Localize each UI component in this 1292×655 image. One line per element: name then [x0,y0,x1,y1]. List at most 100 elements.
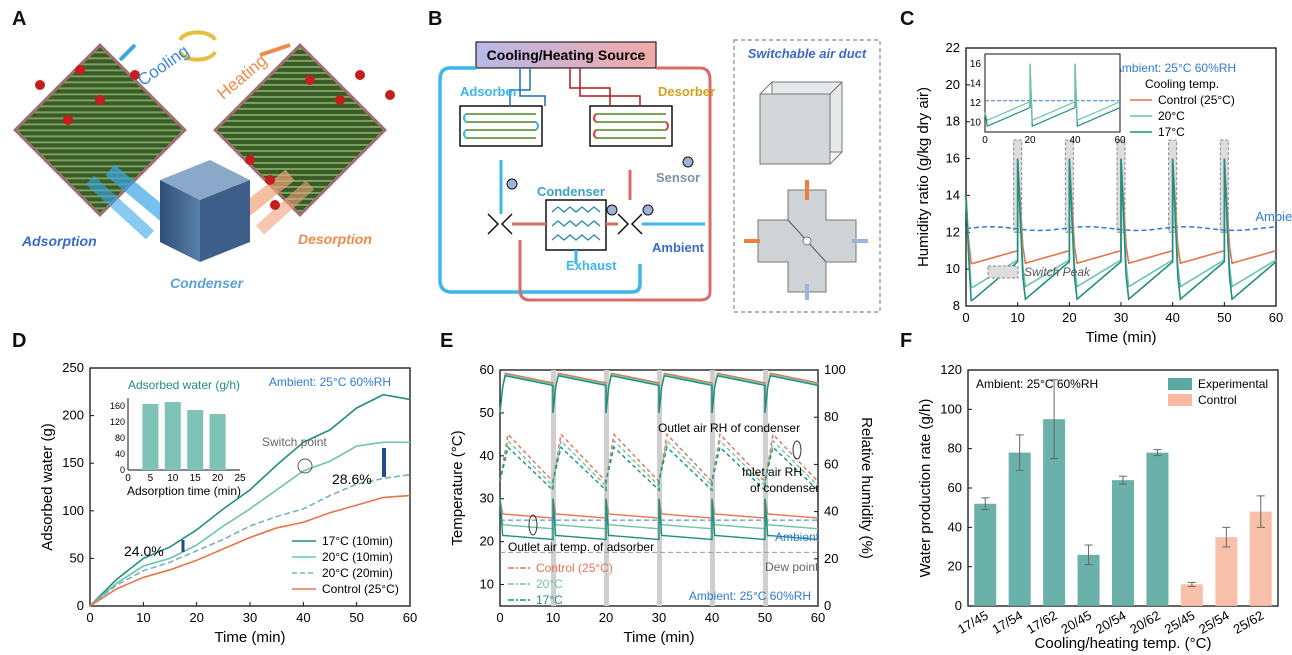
y-axis-label: Adsorbed water (g) [39,423,56,551]
y-tick-label: 30 [480,491,494,506]
y-tick-label: 20 [946,77,960,92]
y-tick-label: 250 [62,360,84,375]
inset-x-tick-label: 15 [190,473,202,484]
inset-x-tick-label: 10 [167,473,179,484]
panel-letter-c: C [900,8,915,30]
bar [1043,419,1066,606]
switch-band [763,370,768,606]
desorption-label: Desorption [298,231,372,247]
panel-letter-a: A [12,8,27,30]
ambient-label: Ambient [652,240,705,255]
inset-y-tick-label: 12 [970,98,982,109]
ambient-condition-text: Ambient: 25°C 60%RH [1114,61,1236,75]
condenser-cube-icon [160,160,250,262]
legend-entry: Control [1198,393,1237,407]
airflow-arrow-icon [85,175,155,240]
inset-x-tick-label: 25 [234,473,246,484]
legend-title: Cooling temp. [1145,77,1219,91]
x-axis-label: Time (min) [214,629,285,646]
x-tick-label: 0 [86,610,93,625]
y-tick-label: 50 [480,405,494,420]
switch-peak-legend-label: Switch Peak [1024,265,1091,279]
cool-air-loop [438,66,642,294]
x-axis-label: Time (min) [623,629,694,646]
y-tick-label: 12 [946,224,960,239]
y-tick-label: 200 [62,408,84,423]
x-tick-label: 50 [349,610,363,625]
airflow-arrow-icon [255,180,315,235]
legend-entry: 20°C (20min) [322,566,393,580]
y-tick-label: 14 [946,187,960,202]
y2-tick-label: 100 [824,362,846,377]
ambient-condition-text: Ambient: 25°C 60%RH [689,589,811,603]
x-tick-label: 10 [136,610,150,625]
adsorber-label: Adsorber [460,84,518,99]
series-line-0 [89,393,411,607]
x-tick-label: 10 [1010,310,1024,325]
panel-letter-e: E [440,330,454,352]
annotation-inlet-rh-2: of condenser [750,481,819,495]
duct-3d-icon [759,81,843,165]
y-tick-label: 16 [946,151,960,166]
inset-y-tick-label: 0 [120,465,125,475]
inset-x-tick-label: 60 [1114,135,1126,146]
inset-title: Adsorbed water (g/h) [128,378,240,392]
inset-bar [209,414,226,470]
duct-plan-icon [757,189,857,293]
legend-entry: 17°C [1158,125,1185,139]
annotation-28pct: 28.6% [332,471,372,487]
inset-series-0 [984,63,1121,128]
y-tick-label: 0 [77,598,84,613]
duct-title: Switchable air duct [748,46,867,61]
y-tick-label: 150 [62,455,84,470]
source-box [475,41,657,69]
x-tick-label: 50 [1217,310,1231,325]
y-tick-label: 80 [948,441,962,456]
hot-air-loop [518,66,712,302]
sensor-icon [506,156,694,216]
y-tick-label: 10 [946,261,960,276]
bar [1077,554,1100,606]
series-line-3 [89,494,411,607]
legend-entry: 17°C (10min) [322,534,393,548]
inset-y-tick-label: 40 [115,449,125,459]
desorber-box [589,105,673,147]
annotation-24pct: 24.0% [124,543,164,559]
y-tick-label: 20 [948,559,962,574]
legend-swatch [1168,378,1192,390]
y-tick-label: 60 [948,480,962,495]
inset-bar [142,404,159,470]
inset-y-tick-label: 16 [970,59,982,70]
x-tick-label: 25/54 [1196,608,1232,637]
panel-letter-b: B [428,8,443,30]
y-tick-label: 0 [955,598,962,613]
y-axis-label: Water production rate (g/h) [917,399,934,578]
desorber-module-icon [213,43,387,217]
valve-left-icon [487,213,513,235]
inset-x-tick-label: 0 [125,473,131,484]
x-tick-label: 0 [962,310,969,325]
bar [1215,537,1238,606]
switch-peak-legend-swatch [987,265,1019,279]
y-tick-label: 10 [480,577,494,592]
x-tick-label: 40 [705,610,719,625]
annotation-inlet-rh: Inlet air RH [742,465,802,479]
x-axis-label: Time (min) [1085,329,1156,346]
y-tick-label: 120 [940,362,962,377]
y2-axis-label: Relative humidity (%) [858,417,875,559]
y-tick-label: 40 [480,448,494,463]
x-tick-label: 25/45 [1162,608,1198,637]
switch-point-label: Switch point [262,435,327,449]
legend-entry: 20°C [1158,109,1185,123]
legend-entry: Control (25°C) [322,582,399,596]
x-tick-label: 20 [599,610,613,625]
inset-x-tick-label: 0 [982,135,988,146]
heating-arrow-icon [259,43,291,57]
inset-x-tick-label: 5 [148,473,154,484]
annotation-outlet-rh: Outlet air RH of condenser [658,421,800,435]
